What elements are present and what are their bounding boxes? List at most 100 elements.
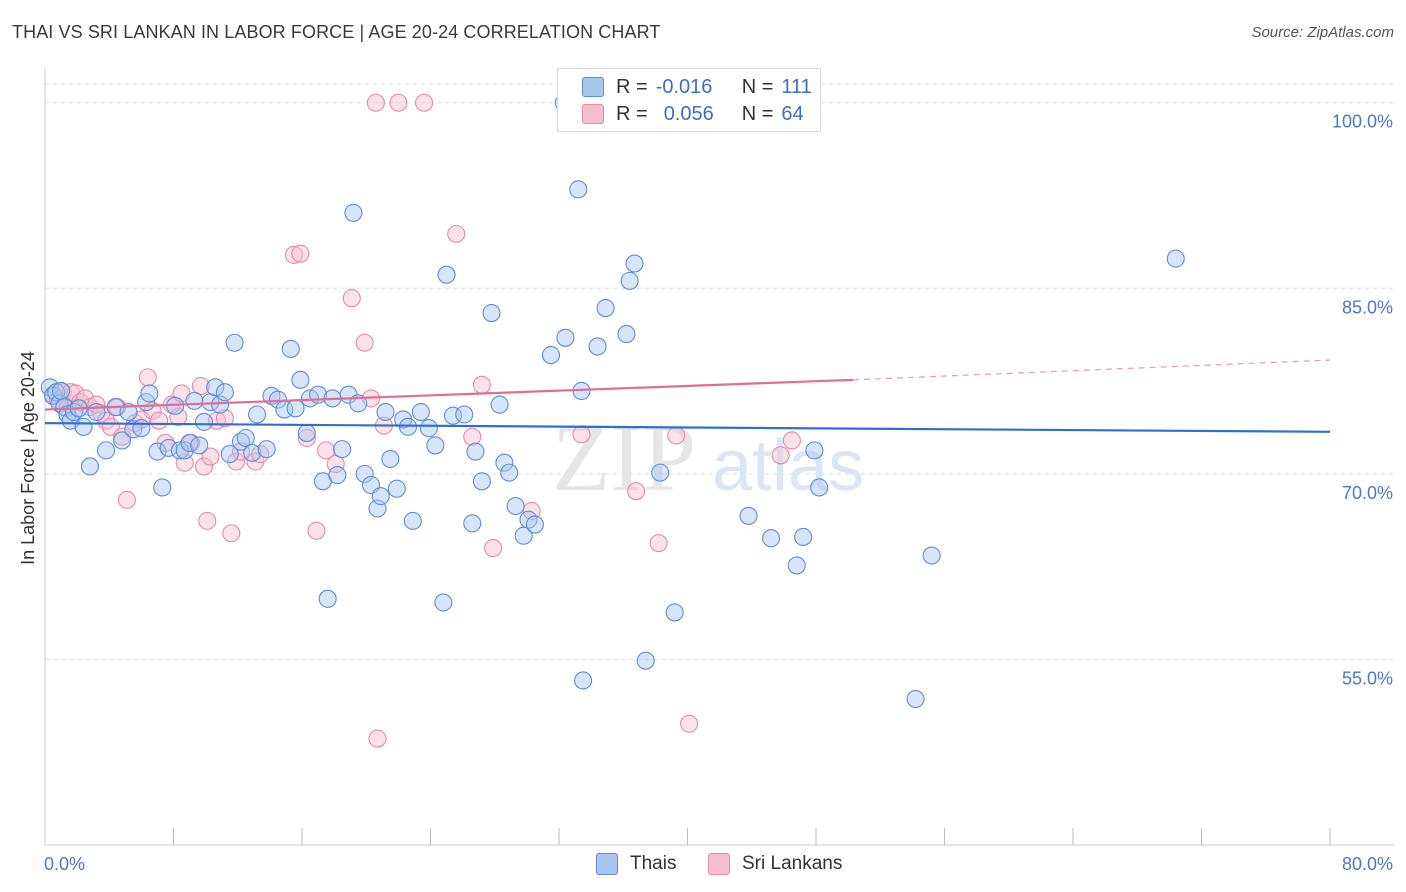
sri-lankan-point — [215, 409, 234, 428]
sri-lankan-point — [227, 452, 246, 471]
thai-point — [617, 325, 636, 344]
sri-lankan-point — [297, 428, 316, 448]
thai-point — [463, 514, 482, 533]
sri-lankan-point — [342, 289, 361, 308]
thai-point — [588, 337, 607, 356]
srilankans-r-label: R = — [616, 102, 648, 125]
thai-point — [333, 440, 352, 459]
thai-point — [906, 689, 925, 709]
axes — [44, 68, 1394, 846]
sri-lankan-point — [317, 441, 336, 460]
y-axis-label: In Labor Force | Age 20-24 — [18, 351, 38, 565]
srilankans-swatch-icon — [582, 104, 604, 124]
thai-point — [243, 443, 262, 462]
thais-r-value: -0.016 — [655, 75, 713, 98]
bottom-legend-srilankans: Sri Lankans — [708, 852, 842, 876]
sri-lankan-point — [667, 426, 686, 445]
legend-row-thais: R = -0.016 N = 111 — [582, 75, 812, 99]
sri-lankan-point — [149, 411, 169, 430]
sri-lankan-point — [366, 93, 385, 112]
thai-point — [411, 402, 430, 422]
thai-point — [574, 671, 593, 690]
sri-lankan-point — [463, 427, 482, 446]
thai-point — [291, 370, 310, 389]
thai-point — [376, 402, 395, 422]
thai-point — [1166, 249, 1185, 268]
sri-lankan-point — [649, 534, 668, 553]
sri-lankan-point — [782, 431, 801, 450]
thai-point — [80, 457, 100, 476]
trend-lines — [44, 359, 1331, 433]
sri-lankan-point — [198, 511, 217, 530]
thai-point — [74, 417, 93, 436]
thai-point — [257, 440, 276, 459]
sri-lankan-point — [415, 93, 434, 112]
thai-point — [805, 441, 824, 460]
thai-point — [922, 546, 941, 565]
thai-point — [170, 441, 189, 460]
thai-point — [194, 412, 214, 431]
sri-lankan-point — [484, 539, 503, 558]
thai-point — [495, 453, 514, 472]
thai-point — [247, 405, 267, 424]
chart-title: THAI VS SRI LANKAN IN LABOR FORCE | AGE … — [12, 22, 661, 42]
thai-point — [426, 436, 445, 455]
x-tick-label: 80.0% — [1342, 854, 1393, 874]
thais-swatch-icon — [582, 77, 604, 97]
thai-point — [490, 395, 509, 414]
thai-point — [297, 423, 316, 443]
thai-point — [220, 445, 239, 464]
thai-point — [500, 463, 519, 482]
thai-point — [541, 346, 561, 365]
thai-point — [215, 383, 234, 402]
legend-row-srilankans: R = 0.056 N = 64 — [582, 102, 804, 126]
srilankans-trend-extension — [852, 359, 1331, 381]
sri-lankan-point — [194, 457, 214, 476]
thai-point — [52, 381, 71, 401]
thais-legend-swatch-icon — [596, 853, 618, 875]
thai-point — [398, 417, 418, 436]
thais-points — [40, 93, 1185, 709]
x-tick-label: 0.0% — [44, 854, 85, 874]
thai-point — [455, 405, 474, 424]
srilankans-trend-line — [44, 378, 853, 411]
bottom-legend-thais: Thais — [596, 852, 676, 876]
thai-point — [482, 303, 501, 323]
thai-point — [140, 384, 159, 403]
thai-point — [794, 527, 813, 547]
srilankans-r-value: 0.056 — [663, 102, 714, 125]
grid-lines — [45, 83, 1394, 660]
thai-point — [119, 402, 138, 422]
thai-point — [472, 472, 491, 491]
thai-point — [665, 603, 684, 622]
sri-lankan-point — [680, 714, 699, 733]
thai-point — [569, 180, 588, 199]
thai-point — [761, 529, 781, 548]
thai-point — [328, 466, 347, 485]
thai-point — [437, 265, 456, 284]
thai-point — [148, 442, 167, 461]
thai-point — [281, 339, 300, 358]
thai-point — [403, 511, 422, 530]
thais-trend-line — [44, 422, 1331, 433]
thai-point — [355, 464, 374, 483]
source-credit: Source: ZipAtlas.com — [1251, 24, 1394, 41]
thai-point — [96, 441, 116, 460]
sri-lankan-point — [627, 482, 646, 501]
sri-lankan-point — [117, 490, 136, 509]
srilankans-n-label: N = — [741, 102, 774, 125]
sri-lankan-point — [222, 524, 241, 543]
thai-point — [190, 436, 209, 455]
thais-n-value: 111 — [781, 75, 812, 98]
thais-legend-label: Thais — [630, 853, 677, 874]
thai-point — [286, 399, 305, 418]
srilankans-legend-swatch-icon — [708, 853, 730, 875]
y-tick-label: 70.0% — [1342, 483, 1393, 503]
thai-point — [113, 431, 132, 450]
sri-lankan-point — [389, 93, 408, 112]
thai-point — [466, 442, 485, 461]
sri-lankan-point — [284, 245, 304, 264]
sri-lankan-point — [76, 389, 95, 408]
thai-point — [596, 299, 615, 318]
